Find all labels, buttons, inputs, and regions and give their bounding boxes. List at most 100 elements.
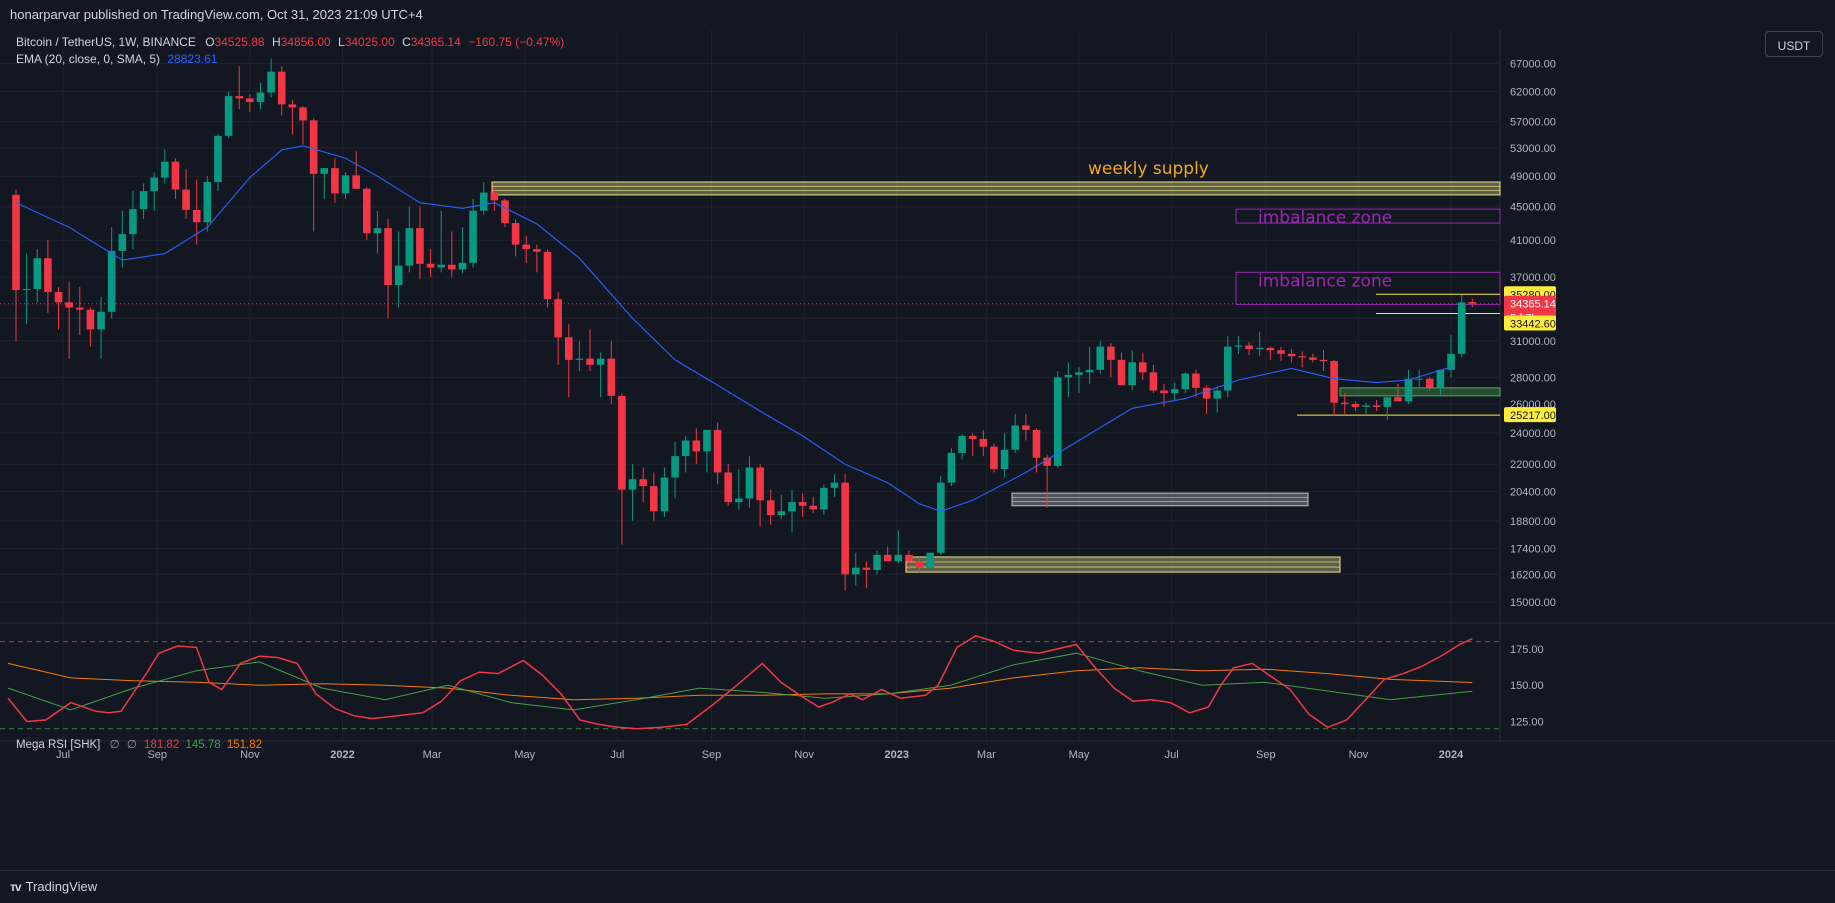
zone-box bbox=[905, 556, 1341, 573]
candle-body bbox=[543, 251, 552, 300]
candles-layer bbox=[12, 58, 1477, 591]
candle-body bbox=[341, 175, 350, 194]
candle-body bbox=[416, 228, 424, 264]
candle-body bbox=[862, 567, 871, 570]
time-tick-label: 2022 bbox=[330, 749, 354, 761]
candle-body bbox=[735, 498, 743, 503]
ema-label[interactable]: EMA (20, close, 0, SMA, 5) bbox=[16, 52, 161, 66]
current-price-label: 34365.14 bbox=[1510, 299, 1556, 311]
candle-body bbox=[1075, 372, 1083, 375]
symbol-label[interactable]: Bitcoin / TetherUS, 1W, BINANCE bbox=[16, 35, 196, 49]
candle-body bbox=[1298, 356, 1307, 358]
candle-body bbox=[905, 554, 913, 562]
currency-button[interactable]: USDT bbox=[1765, 31, 1823, 57]
candle-body bbox=[777, 511, 786, 516]
close-label: C bbox=[402, 35, 411, 49]
zone-box bbox=[1011, 492, 1309, 507]
candle-body bbox=[118, 234, 127, 251]
candle-body bbox=[937, 482, 945, 553]
candle-body bbox=[54, 292, 63, 303]
candle-body bbox=[320, 168, 329, 174]
time-tick-label: Jul bbox=[610, 749, 624, 761]
candle-body bbox=[171, 161, 180, 190]
time-tick-label: Nov bbox=[240, 749, 260, 761]
candle-body bbox=[139, 191, 148, 210]
candle-body bbox=[12, 194, 20, 291]
candle-body bbox=[203, 181, 212, 223]
tradingview-logo[interactable]: ᴛᴠ TradingView bbox=[10, 879, 97, 894]
candle-body bbox=[894, 554, 903, 562]
candle-body bbox=[1085, 369, 1094, 373]
published-text: honarparvar published on TradingView.com… bbox=[10, 7, 423, 22]
candle-body bbox=[713, 429, 722, 473]
candle-body bbox=[756, 467, 764, 501]
candle-body bbox=[426, 263, 435, 268]
candle-body bbox=[1394, 397, 1402, 402]
candle-body bbox=[75, 307, 84, 310]
candle-body bbox=[1192, 373, 1200, 388]
level-price-badge bbox=[1504, 315, 1556, 331]
candle-body bbox=[1362, 405, 1370, 407]
rsi-tick-label: 150.00 bbox=[1510, 680, 1544, 692]
candle-body bbox=[86, 309, 95, 330]
rsi-tick-label: 175.00 bbox=[1510, 644, 1544, 656]
candle-body bbox=[1255, 347, 1264, 350]
price-axis[interactable]: 67000.00 62000.00 57000.00 53000.00 49000.00… bbox=[1504, 59, 1556, 729]
candle-body bbox=[1170, 389, 1179, 394]
candle-body bbox=[1245, 345, 1253, 350]
candle-body bbox=[448, 264, 456, 270]
candle-body bbox=[947, 452, 956, 483]
candle-body bbox=[1340, 402, 1349, 405]
weekly-supply-label: weekly supply bbox=[1088, 159, 1209, 179]
candle-body bbox=[384, 228, 392, 286]
candle-body bbox=[1319, 359, 1328, 362]
candle-body bbox=[1383, 397, 1392, 407]
candle-body bbox=[1234, 345, 1243, 347]
price-grid bbox=[0, 30, 1835, 742]
candle-body bbox=[841, 482, 849, 575]
time-tick-label: 2024 bbox=[1439, 749, 1464, 761]
published-header: honarparvar published on TradingView.com… bbox=[0, 0, 1835, 30]
candle-body bbox=[469, 210, 477, 263]
price-tick-label: 37000.00 bbox=[1510, 272, 1556, 284]
candle-body bbox=[820, 487, 828, 510]
price-tick-label: 62000.00 bbox=[1510, 86, 1556, 98]
candle-body bbox=[1053, 377, 1062, 466]
candle-body bbox=[1160, 390, 1168, 394]
candle-body bbox=[437, 264, 445, 268]
rsi-line-orange bbox=[7, 662, 1473, 701]
rsi-legend: Mega RSI [SHK] ∅ ∅ 181.82 145.78 151.82 bbox=[16, 737, 262, 751]
candle-body bbox=[267, 71, 275, 93]
candle-body bbox=[660, 477, 669, 512]
candle-body bbox=[1128, 362, 1136, 386]
time-tick-label: Mar bbox=[977, 749, 996, 761]
time-tick-label: Jul bbox=[1165, 749, 1179, 761]
candle-body bbox=[129, 209, 137, 235]
time-axis[interactable]: Jul Sep Nov 2022 Mar May Jul Sep Nov 2023 Mar May Ju… bbox=[56, 749, 1464, 761]
candle-body bbox=[692, 440, 701, 452]
zone-box bbox=[491, 181, 1501, 196]
close-value: 34365.14 bbox=[410, 35, 461, 49]
time-tick-label: Mar bbox=[423, 749, 442, 761]
candle-body bbox=[44, 258, 52, 293]
candle-body bbox=[575, 358, 584, 360]
candle-body bbox=[1032, 429, 1041, 458]
time-tick-label: Sep bbox=[147, 749, 167, 761]
ema-layer bbox=[15, 145, 1452, 512]
price-tick-label: 41000.00 bbox=[1510, 235, 1556, 247]
high-value: 34856.00 bbox=[280, 35, 331, 49]
ema-line bbox=[15, 145, 1452, 512]
candle-body bbox=[586, 358, 594, 365]
candle-body bbox=[97, 311, 105, 330]
candle-body bbox=[373, 228, 382, 234]
candle-body bbox=[968, 435, 977, 439]
candle-body bbox=[766, 500, 775, 516]
candle-body bbox=[522, 244, 531, 250]
rsi-value-green: 145.78 bbox=[185, 739, 221, 751]
candle-body bbox=[511, 223, 520, 245]
candle-body bbox=[214, 135, 222, 182]
zone-box bbox=[1235, 271, 1501, 305]
rsi-name[interactable]: Mega RSI [SHK] bbox=[16, 739, 101, 751]
candle-body bbox=[1351, 404, 1360, 407]
